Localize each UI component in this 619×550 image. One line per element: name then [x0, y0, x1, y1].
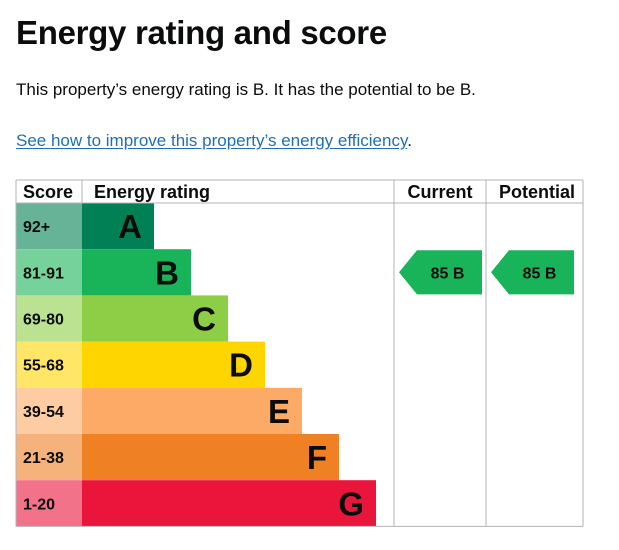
page-title: Energy rating and score — [16, 14, 387, 51]
potential-rating-label: 85 B — [523, 265, 557, 282]
rating-letter-e: E — [268, 393, 290, 430]
rating-arrows: 85 B 85 B — [399, 250, 574, 295]
potential-rating-arrow — [491, 250, 574, 295]
score-range-g: 1-20 — [23, 496, 55, 513]
score-cell-f — [16, 434, 82, 481]
score-cell-c — [16, 295, 82, 342]
score-range-a: 92+ — [23, 219, 50, 236]
score-range-f: 21-38 — [23, 450, 64, 467]
header-score: Score — [23, 182, 73, 202]
rating-bar-d — [82, 341, 265, 388]
rating-letter-c: C — [192, 301, 216, 338]
rating-bar-a — [82, 203, 154, 250]
rating-letter-a: A — [118, 208, 142, 245]
rating-bands: 92+ A 81-91 B 69-80 C 55-68 D 39-54 E 21-38 F 1-20 G — [16, 203, 376, 527]
rating-bar-b — [82, 249, 191, 296]
score-cell-g — [16, 480, 82, 527]
rating-letter-b: B — [155, 254, 179, 291]
rating-summary: This property’s energy rating is B. It h… — [16, 80, 476, 99]
current-rating-arrow — [399, 250, 482, 295]
header-energy-rating: Energy rating — [94, 182, 210, 202]
score-cell-a — [16, 203, 82, 250]
rating-bar-f — [82, 434, 339, 481]
rating-bar-c — [82, 295, 228, 342]
table-grid — [15, 179, 584, 527]
rating-bar-g — [82, 480, 376, 527]
score-cell-b — [16, 249, 82, 296]
rating-letter-d: D — [229, 347, 253, 384]
improve-link-line: See how to improve this property’s energ… — [16, 130, 412, 152]
link-suffix: . — [407, 131, 412, 150]
improve-efficiency-link[interactable]: See how to improve this property’s energ… — [16, 131, 408, 150]
rating-letter-g: G — [338, 485, 364, 522]
header-current: Current — [407, 182, 472, 202]
score-range-e: 39-54 — [23, 404, 64, 421]
score-range-b: 81-91 — [23, 265, 64, 282]
current-rating-label: 85 B — [431, 265, 465, 282]
header-potential: Potential — [499, 182, 575, 202]
rating-bar-e — [82, 387, 302, 434]
score-cell-e — [16, 387, 82, 434]
score-range-c: 69-80 — [23, 312, 64, 329]
score-range-d: 55-68 — [23, 358, 64, 375]
rating-letter-f: F — [307, 439, 327, 476]
score-cell-d — [16, 341, 82, 388]
